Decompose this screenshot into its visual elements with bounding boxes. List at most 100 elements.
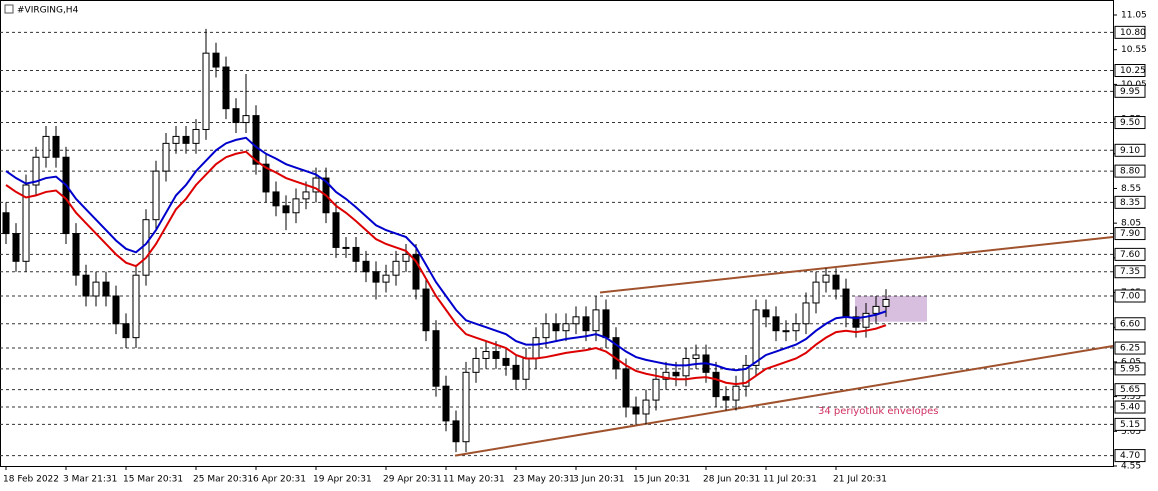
candle-body xyxy=(262,163,270,193)
level-label: 5.15 xyxy=(1120,420,1140,430)
candle-body xyxy=(792,323,800,332)
candle-body xyxy=(32,156,40,186)
x-tick-label: 29 Apr 20:31 xyxy=(383,475,442,485)
level-box xyxy=(1114,317,1146,331)
level-box xyxy=(1114,227,1146,241)
candle-body xyxy=(782,330,790,333)
y-tick-label: 8.55 xyxy=(1121,184,1141,194)
level-label: 8.80 xyxy=(1120,167,1140,177)
candle-body xyxy=(682,357,690,377)
candle-body xyxy=(192,128,200,144)
level-box xyxy=(1114,64,1146,78)
candle-body xyxy=(2,212,10,235)
level-label: 10.80 xyxy=(1120,28,1146,38)
candle-body xyxy=(802,302,810,325)
level-label: 7.90 xyxy=(1120,229,1140,239)
level-box xyxy=(1114,341,1146,355)
candle-body xyxy=(552,323,560,332)
candle-body xyxy=(562,323,570,332)
candle-body xyxy=(222,66,230,110)
candle-body xyxy=(642,399,650,415)
candle-body xyxy=(882,298,890,307)
level-label: 9.95 xyxy=(1120,87,1140,97)
level-box xyxy=(1114,25,1146,39)
candle-body xyxy=(822,274,830,283)
candle-body xyxy=(772,316,780,332)
candle-body xyxy=(332,212,340,248)
x-tick-label: 18 Feb 2022 xyxy=(3,475,59,485)
candle-body xyxy=(442,385,450,422)
level-label: 5.40 xyxy=(1120,403,1140,413)
level-box xyxy=(1114,164,1146,178)
candle-body xyxy=(312,177,320,193)
candle-body xyxy=(202,52,210,130)
level-label: 9.10 xyxy=(1120,146,1140,156)
candle-body xyxy=(732,385,740,401)
level-box xyxy=(1114,143,1146,157)
level-box xyxy=(1114,449,1146,463)
trend-line xyxy=(454,344,1114,457)
candle-body xyxy=(492,351,500,359)
y-tick-label: 10.55 xyxy=(1121,45,1147,55)
candle-body xyxy=(422,288,430,332)
candle-body xyxy=(292,198,300,214)
candle-body xyxy=(522,357,530,380)
candle-body xyxy=(12,233,20,262)
trend-line xyxy=(599,236,1114,294)
candle-body xyxy=(432,330,440,387)
level-label: 7.60 xyxy=(1120,250,1140,260)
candle-body xyxy=(42,135,50,158)
candle-body xyxy=(572,316,580,325)
envelope-line xyxy=(5,136,887,372)
annotation: 34 periyotluk envelopes xyxy=(818,406,939,417)
candle-body xyxy=(742,364,750,387)
candle-body xyxy=(172,135,180,144)
candle-body xyxy=(392,260,400,276)
chart-title: #VIRGING,H4 xyxy=(17,6,79,16)
x-tick-label: 3 Jun 20:31 xyxy=(573,475,624,485)
candle-body xyxy=(272,191,280,207)
level-label: 6.25 xyxy=(1120,344,1140,354)
level-box xyxy=(1114,400,1146,414)
candle-body xyxy=(472,357,480,373)
level-label: 6.60 xyxy=(1120,319,1140,329)
candle-body xyxy=(182,135,190,144)
candle-body xyxy=(832,274,840,290)
candle-body xyxy=(252,115,260,165)
candle-body xyxy=(452,420,460,443)
candle-body xyxy=(62,156,70,235)
candle-body xyxy=(842,288,850,318)
level-box xyxy=(1114,84,1146,98)
candle-body xyxy=(112,295,120,325)
level-box xyxy=(1114,289,1146,303)
candle-body xyxy=(382,274,390,283)
y-tick-label: 8.05 xyxy=(1121,219,1141,229)
x-tick-label: 3 Mar 21:31 xyxy=(63,475,117,485)
candle-body xyxy=(752,309,760,366)
level-label: 10.25 xyxy=(1120,66,1146,76)
candle-body xyxy=(102,281,110,297)
x-tick-label: 15 Mar 20:31 xyxy=(123,475,183,485)
candle-body xyxy=(812,281,820,304)
candle-body xyxy=(462,371,470,443)
candle-body xyxy=(662,371,670,380)
x-tick-label: 23 May 20:31 xyxy=(513,475,575,485)
plot-frame xyxy=(0,0,1114,467)
candle-body xyxy=(612,337,620,370)
candle-body xyxy=(162,142,170,172)
candle-body xyxy=(512,364,520,380)
candle-body xyxy=(852,316,860,328)
y-tick-label: 4.55 xyxy=(1121,462,1141,472)
x-tick-label: 28 Jun 20:31 xyxy=(703,475,760,485)
level-label: 5.95 xyxy=(1120,364,1140,374)
level-label: 9.50 xyxy=(1120,118,1140,128)
x-tick-label: 6 Apr 20:31 xyxy=(253,475,306,485)
candle-body xyxy=(602,309,610,339)
level-label: 8.35 xyxy=(1120,198,1140,208)
candle-body xyxy=(652,378,660,401)
candle-body xyxy=(142,219,150,276)
level-box xyxy=(1114,362,1146,376)
candle-body xyxy=(482,351,490,359)
candle-body xyxy=(212,52,220,68)
candle-body xyxy=(242,115,250,124)
